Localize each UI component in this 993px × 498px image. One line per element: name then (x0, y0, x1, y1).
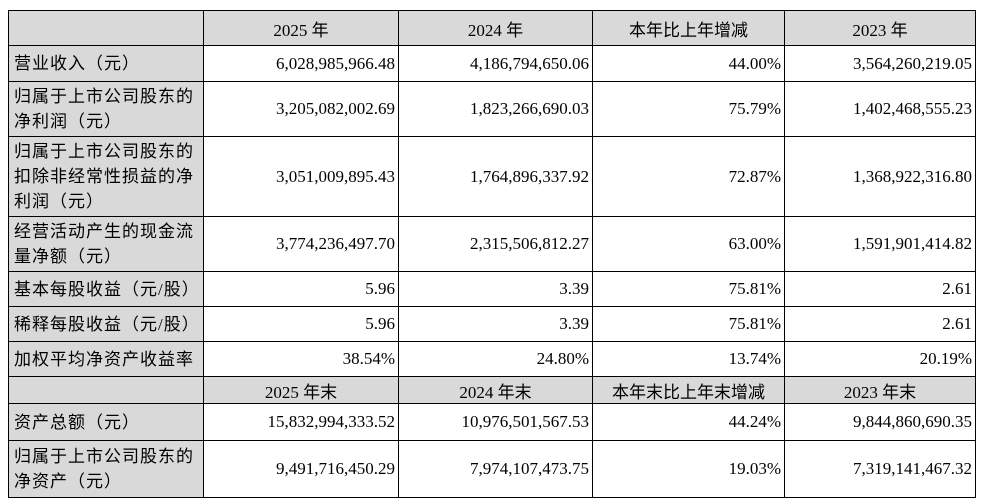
data-cell: 75.79% (592, 81, 785, 137)
data-cell: 24.80% (398, 341, 593, 377)
data-cell: 15,832,994,333.52 (203, 403, 399, 441)
column-header-2023: 2023 年 (784, 10, 976, 46)
column-header-end-yoy-change: 本年末比上年末增减 (592, 376, 785, 404)
data-cell: 9,844,860,690.35 (784, 403, 976, 441)
table-row-net-profit-excl-nonrecurring: 归属于上市公司股东的扣除非经常性损益的净利润（元） 3,051,009,895.… (8, 136, 976, 217)
row-label: 基本每股收益（元/股） (8, 271, 204, 307)
table-row-total-assets: 资产总额（元） 15,832,994,333.52 10,976,501,567… (8, 403, 976, 441)
table-row-diluted-eps: 稀释每股收益（元/股） 5.96 3.39 75.81% 2.61 (8, 306, 976, 342)
data-cell: 7,974,107,473.75 (398, 440, 593, 498)
data-cell: 3,564,260,219.05 (784, 45, 976, 82)
data-cell: 4,186,794,650.06 (398, 45, 593, 82)
data-cell: 2.61 (784, 271, 976, 307)
data-cell: 6,028,985,966.48 (203, 45, 399, 82)
data-cell: 2.61 (784, 306, 976, 342)
row-label: 加权平均净资产收益率 (8, 341, 204, 377)
data-cell: 63.00% (592, 216, 785, 272)
data-cell: 75.81% (592, 306, 785, 342)
column-header-2024-end: 2024 年末 (398, 376, 593, 404)
row-label: 归属于上市公司股东的净资产（元） (8, 440, 204, 498)
data-cell: 3.39 (398, 271, 593, 307)
data-cell: 1,764,896,337.92 (398, 136, 593, 217)
data-cell: 5.96 (203, 271, 399, 307)
data-cell: 44.24% (592, 403, 785, 441)
data-cell: 3,774,236,497.70 (203, 216, 399, 272)
row-label: 稀释每股收益（元/股） (8, 306, 204, 342)
table-row-net-profit: 归属于上市公司股东的净利润（元） 3,205,082,002.69 1,823,… (8, 81, 976, 137)
data-cell: 3,205,082,002.69 (203, 81, 399, 137)
table-row-net-assets: 归属于上市公司股东的净资产（元） 9,491,716,450.29 7,974,… (8, 440, 976, 498)
table-row-weighted-avg-roe: 加权平均净资产收益率 38.54% 24.80% 13.74% 20.19% (8, 341, 976, 377)
column-header-2025-end: 2025 年末 (203, 376, 399, 404)
data-cell: 1,591,901,414.82 (784, 216, 976, 272)
data-cell: 7,319,141,467.32 (784, 440, 976, 498)
data-cell: 3.39 (398, 306, 593, 342)
table-row-basic-eps: 基本每股收益（元/股） 5.96 3.39 75.81% 2.61 (8, 271, 976, 307)
corner-cell (8, 376, 204, 404)
data-cell: 19.03% (592, 440, 785, 498)
row-label: 资产总额（元） (8, 403, 204, 441)
table-header-row-annual: 2025 年 2024 年 本年比上年增减 2023 年 (8, 10, 976, 46)
table-header-row-period-end: 2025 年末 2024 年末 本年末比上年末增减 2023 年末 (8, 376, 976, 404)
column-header-yoy-change: 本年比上年增减 (592, 10, 785, 46)
row-label: 归属于上市公司股东的净利润（元） (8, 81, 204, 137)
data-cell: 75.81% (592, 271, 785, 307)
data-cell: 2,315,506,812.27 (398, 216, 593, 272)
data-cell: 1,402,468,555.23 (784, 81, 976, 137)
column-header-2023-end: 2023 年末 (784, 376, 976, 404)
data-cell: 1,368,922,316.80 (784, 136, 976, 217)
data-cell: 72.87% (592, 136, 785, 217)
column-header-2024: 2024 年 (398, 10, 593, 46)
data-cell: 13.74% (592, 341, 785, 377)
data-cell: 9,491,716,450.29 (203, 440, 399, 498)
data-cell: 10,976,501,567.53 (398, 403, 593, 441)
row-label: 归属于上市公司股东的扣除非经常性损益的净利润（元） (8, 136, 204, 217)
data-cell: 5.96 (203, 306, 399, 342)
data-cell: 3,051,009,895.43 (203, 136, 399, 217)
data-cell: 20.19% (784, 341, 976, 377)
row-label: 经营活动产生的现金流量净额（元） (8, 216, 204, 272)
row-label: 营业收入（元） (8, 45, 204, 82)
table-row-operating-cash-flow: 经营活动产生的现金流量净额（元） 3,774,236,497.70 2,315,… (8, 216, 976, 272)
column-header-2025: 2025 年 (203, 10, 399, 46)
data-cell: 44.00% (592, 45, 785, 82)
table-row-revenue: 营业收入（元） 6,028,985,966.48 4,186,794,650.0… (8, 45, 976, 82)
data-cell: 1,823,266,690.03 (398, 81, 593, 137)
data-cell: 38.54% (203, 341, 399, 377)
corner-cell (8, 10, 204, 46)
financial-summary-table: 2025 年 2024 年 本年比上年增减 2023 年 营业收入（元） 6,0… (8, 10, 976, 498)
